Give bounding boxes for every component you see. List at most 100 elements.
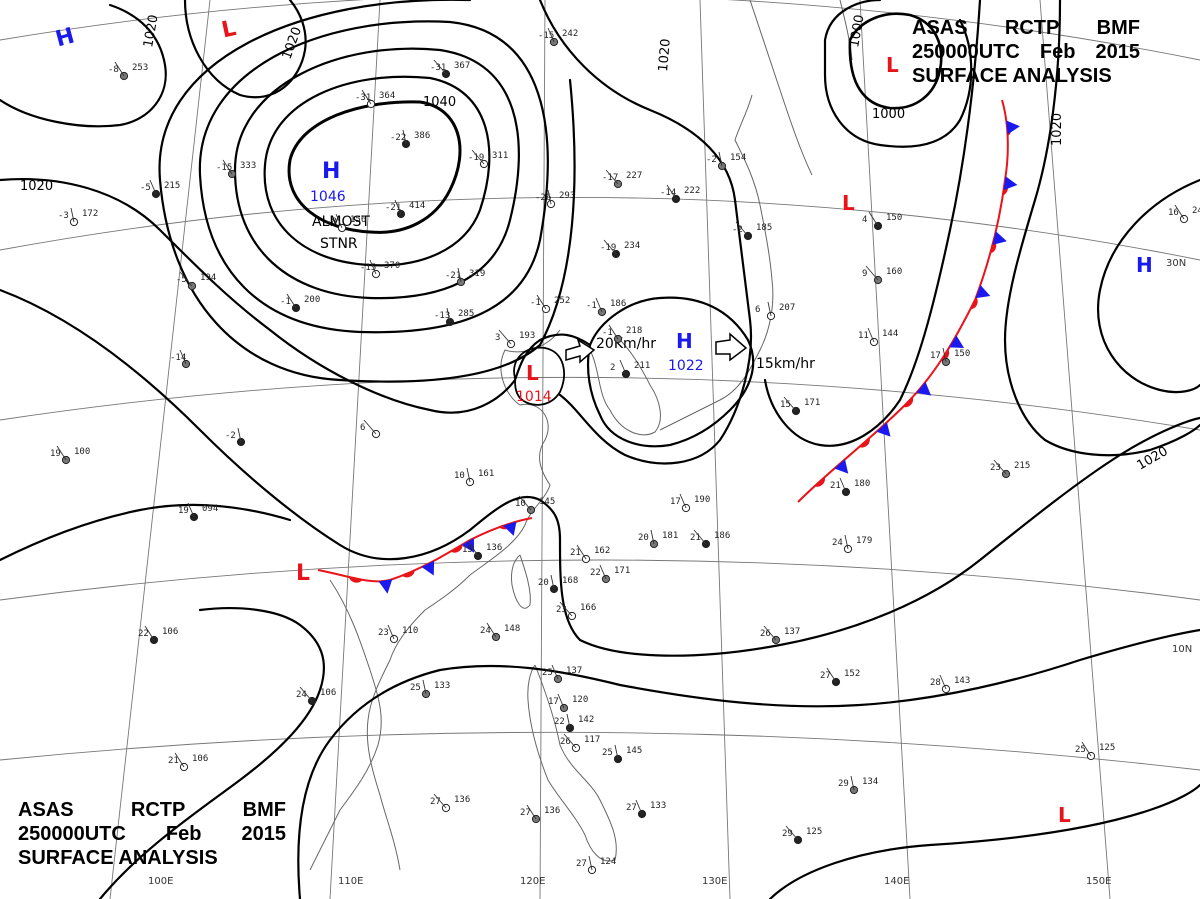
isobar-east-high xyxy=(1097,178,1200,394)
station-pressure: 133 xyxy=(434,681,450,691)
station-temperature: 25 xyxy=(410,683,421,693)
station-pressure: 211 xyxy=(634,361,650,371)
station-pressure: 150 xyxy=(886,213,902,223)
wind-barb-icon xyxy=(718,151,723,167)
taiwan-coast xyxy=(511,554,531,609)
station-temperature: 21 xyxy=(830,481,841,491)
station-temperature: 4 xyxy=(862,215,867,225)
station-pressure: 190 xyxy=(694,495,710,505)
fronts xyxy=(317,99,1020,594)
station-temperature: 27 xyxy=(626,803,637,813)
warm-front-semicircle xyxy=(450,544,463,553)
header-title: SURFACE ANALYSIS xyxy=(912,65,1112,87)
station-temperature: 15 xyxy=(462,545,473,555)
station-temperature: -1 xyxy=(586,301,597,311)
high-pressure-marker: H 1046 xyxy=(310,159,346,205)
station-temperature: 10 xyxy=(454,471,465,481)
header-year: 2015 xyxy=(241,823,287,845)
station-pressure: 186 xyxy=(610,299,626,309)
motion-speed-low: 20Km/hr xyxy=(596,336,656,352)
station-pressure: 136 xyxy=(454,795,470,805)
station-pressure: 106 xyxy=(192,754,208,764)
station-pressure: 185 xyxy=(756,223,772,233)
station-temperature: -5 xyxy=(140,183,151,193)
station-pressure: 120 xyxy=(572,695,588,705)
wind-barb-icon xyxy=(222,159,233,175)
isobar-nw-corner xyxy=(0,3,167,128)
wind-barb-icon xyxy=(785,825,799,841)
low-symbol: L xyxy=(842,191,855,215)
lon-label: 120E xyxy=(520,876,545,887)
stationary-note-1: ALMOST xyxy=(312,214,370,230)
station-temperature: 23 xyxy=(378,628,389,638)
wind-barb-icon xyxy=(361,89,372,105)
station-pressure: 136 xyxy=(544,806,560,816)
station-pressure: 222 xyxy=(684,186,700,196)
station-temperature: -31 xyxy=(430,63,446,73)
motion-arrow-icon xyxy=(715,332,748,362)
wind-barb-icon xyxy=(735,221,749,237)
station-temperature: 17 xyxy=(930,351,941,361)
wind-barb-icon xyxy=(369,259,377,275)
high-pressure-marker: H 1022 xyxy=(668,329,704,374)
station-pressure: 218 xyxy=(626,326,642,336)
header-title: SURFACE ANALYSIS xyxy=(18,847,218,869)
station-pressure: 154 xyxy=(730,153,746,163)
wind-barb-icon xyxy=(603,239,617,255)
station-temperature: 17 xyxy=(548,697,559,707)
wind-barb-icon xyxy=(114,61,125,77)
isobar-siberian-high-3 xyxy=(233,47,520,300)
station-temperature: 28 xyxy=(930,678,941,688)
wind-barb-icon xyxy=(363,419,377,435)
wind-barb-icon xyxy=(422,679,427,695)
station-pressure: 144 xyxy=(882,329,898,339)
low-symbol: L xyxy=(1058,803,1071,827)
isobar-siberian-high-4 xyxy=(198,20,549,334)
warm-front-semicircles-west xyxy=(348,522,513,583)
station-temperature: 24 xyxy=(832,538,843,548)
wind-barb-icon xyxy=(536,294,547,310)
high-pressure-marker: H xyxy=(1136,253,1153,277)
header-month: Feb xyxy=(1039,41,1076,63)
isobar-label: 1020 xyxy=(656,38,674,72)
wind-barb-icon xyxy=(563,733,577,749)
cold-front-triangle xyxy=(876,422,891,437)
wind-barb-icon xyxy=(608,324,619,340)
wind-barb-icon xyxy=(559,601,573,617)
motion-speed-high: 15km/hr xyxy=(756,356,815,372)
wind-barb-icon xyxy=(868,211,879,227)
wind-barb-icon xyxy=(471,149,485,165)
wind-barb-icon xyxy=(144,625,155,641)
isobar-yellow-sea-low xyxy=(513,346,565,406)
station-temperature: -15 xyxy=(216,163,232,173)
cold-front-triangle xyxy=(503,521,517,536)
wind-barb-icon xyxy=(179,271,193,287)
station-pressure: 168 xyxy=(562,576,578,586)
warm-front-semicircle xyxy=(970,296,978,310)
isobar-1020-north xyxy=(183,0,307,99)
station-temperature: 26 xyxy=(760,629,771,639)
station-temperature: -2 xyxy=(706,155,717,165)
station-temperature: 27 xyxy=(430,797,441,807)
station-pressure: 125 xyxy=(1099,743,1115,753)
station-temperature: 29 xyxy=(838,779,849,789)
isobar-siberian-high-2 xyxy=(263,75,491,267)
cold-front-triangles-west xyxy=(378,521,517,594)
station-pressure: 137 xyxy=(784,627,800,637)
isobar-south xyxy=(297,628,1200,899)
station-pressure: 386 xyxy=(414,131,430,141)
station-temperature: -3 xyxy=(58,211,69,221)
station-temperature: -2 xyxy=(732,225,743,235)
station-pressure: 162 xyxy=(594,546,610,556)
isobar-siberian-high-inner xyxy=(287,100,462,234)
wind-barb-icon xyxy=(457,267,462,283)
isobar-southwest xyxy=(0,503,292,562)
lat-label: 30N xyxy=(1166,258,1186,269)
wind-barb-icon xyxy=(865,265,879,281)
station-pressure: 166 xyxy=(580,603,596,613)
cold-front-triangle xyxy=(1006,120,1020,135)
isobar-1020-big xyxy=(0,288,1200,657)
low-pressure-marker: L xyxy=(219,16,238,43)
station-temperature: 25 xyxy=(1075,745,1086,755)
wind-barb-icon xyxy=(179,349,187,365)
